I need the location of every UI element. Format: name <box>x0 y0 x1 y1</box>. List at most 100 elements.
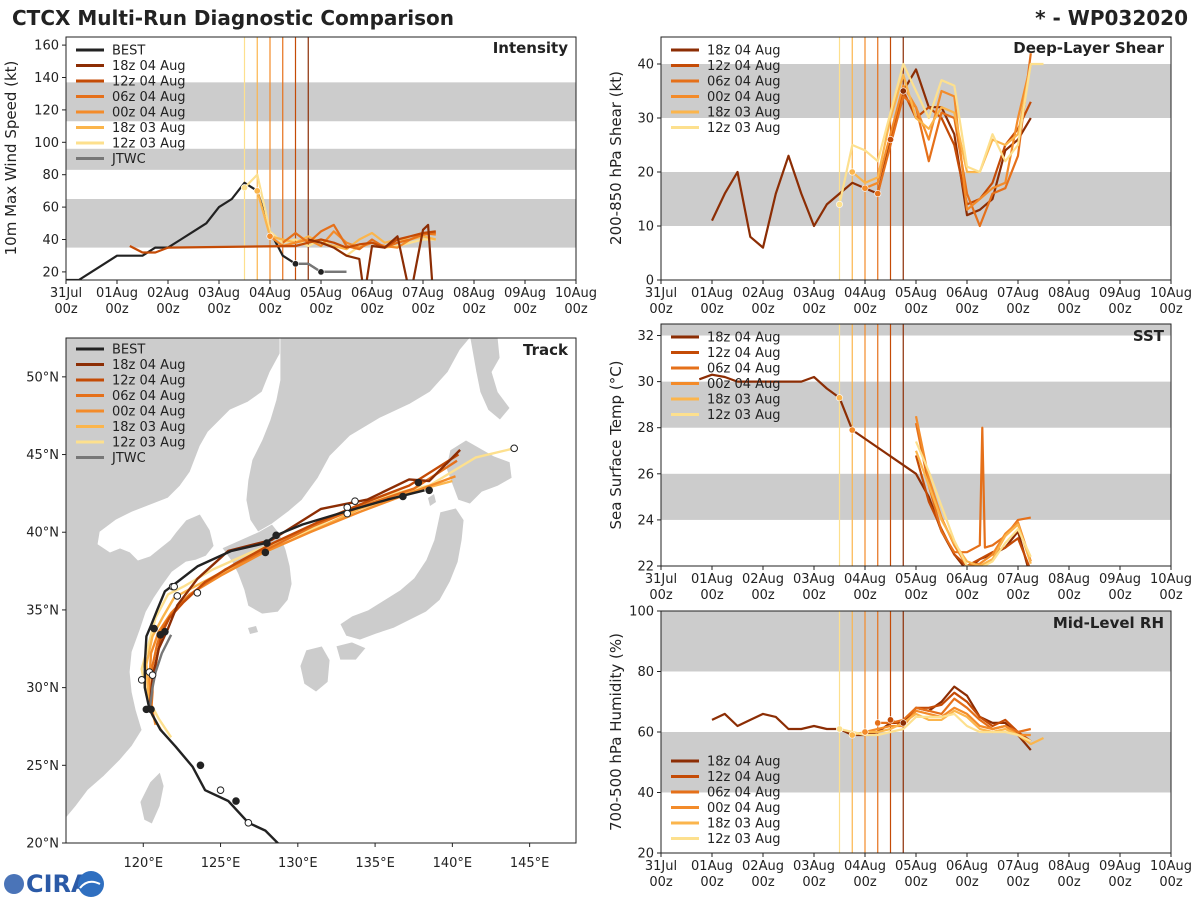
track-xtick-label-130: 130°E <box>278 856 318 871</box>
shr-series-12z-03-aug <box>838 62 1044 205</box>
cira-logo: CIRA <box>4 870 104 898</box>
rh-xtick-hour-3: 00z <box>802 875 826 890</box>
shear-ylabel: 200-850 hPa Shear (kt) <box>607 71 625 245</box>
shr-xtick-hour-9: 00z <box>1108 302 1132 317</box>
sst-xtick-hour-4: 00z <box>853 588 877 603</box>
cira-logo-wave-icon <box>78 871 104 897</box>
int-xtick-date-5: 05Aug <box>300 286 342 301</box>
track-marker-open-7 <box>193 589 202 597</box>
track-xtick-label-145: 145°E <box>510 856 550 871</box>
int-xtick-date-8: 08Aug <box>453 286 495 301</box>
shr-xtick-date-2: 02Aug <box>742 286 784 301</box>
track-legend-label-12z-04-aug: 12z 04 Aug <box>112 374 186 389</box>
sst-xtick-date-4: 04Aug <box>844 572 886 587</box>
track-marker-filled-8 <box>263 539 271 547</box>
track-panel: 120°E 125°E 130°E 135°E 140°E 145°E 20°N 25°N 3… <box>26 337 577 871</box>
rh-series-00z-04-aug <box>864 706 1031 737</box>
storm-id: * - WP032020 <box>1035 6 1188 30</box>
land-sakhalin <box>469 338 511 421</box>
int-xtick-date-2: 02Aug <box>147 286 189 301</box>
figure-title: CTCX Multi-Run Diagnostic Comparison <box>12 6 454 30</box>
int-xtick-hour-5: 00z <box>309 302 333 317</box>
track-legend-label-00z-04-aug: 00z 04 Aug <box>112 405 186 420</box>
sst-xtick-date-8: 08Aug <box>1048 572 1090 587</box>
int-shade-band-1 <box>66 148 576 170</box>
shr-xtick-date-5: 05Aug <box>895 286 937 301</box>
rh-ytick-label-80: 80 <box>637 665 654 680</box>
rh-marker-12z-04-aug-0 <box>886 716 894 724</box>
shear-title: Deep-Layer Shear <box>1013 39 1164 57</box>
land-honshu <box>339 507 465 641</box>
rh-xtick-date-2: 02Aug <box>742 859 784 874</box>
shr-ytick-label-30: 30 <box>637 112 654 127</box>
rh-xtick-hour-6: 00z <box>955 875 979 890</box>
land-jeju <box>248 626 258 634</box>
sst-xtick-hour-10: 00z <box>1159 588 1183 603</box>
shr-xtick-hour-7: 00z <box>1006 302 1030 317</box>
track-marker-filled-11 <box>425 486 433 495</box>
track-marker-filled-9 <box>272 531 280 540</box>
int-ytick-label-40: 40 <box>42 233 59 248</box>
rh-title: Mid-Level RH <box>1053 614 1164 632</box>
intensity-title: Intensity <box>493 39 569 57</box>
sst-xtick-hour-2: 00z <box>751 588 775 603</box>
shr-xtick-date-7: 07Aug <box>997 286 1039 301</box>
sst-xtick-date-5: 05Aug <box>895 572 937 587</box>
track-marker-open-10 <box>343 509 352 518</box>
track-xtick-label-140: 140°E <box>433 856 473 871</box>
sst-xtick-date-9: 09Aug <box>1099 572 1141 587</box>
rh-legend-label-18z-04-aug: 18z 04 Aug <box>707 755 781 770</box>
sst-xtick-date-0: 31Jul <box>645 572 677 587</box>
int-xtick-date-3: 03Aug <box>198 286 240 301</box>
rh-xtick-hour-2: 00z <box>751 875 775 890</box>
sst-title: SST <box>1133 327 1165 345</box>
rh-legend-label-00z-04-aug: 00z 04 Aug <box>707 801 781 816</box>
rh-xtick-date-10: 10Aug <box>1150 859 1192 874</box>
sst-xtick-hour-7: 00z <box>1006 588 1030 603</box>
shr-xtick-hour-8: 00z <box>1057 302 1081 317</box>
rh-legend-label-06z-04-aug: 06z 04 Aug <box>707 786 781 801</box>
shr-ytick-label-10: 10 <box>637 220 654 235</box>
shr-ytick-label-0: 0 <box>646 274 654 289</box>
track-marker-filled-12 <box>399 492 407 501</box>
shr-xtick-hour-2: 00z <box>751 302 775 317</box>
rh-xtick-hour-8: 00z <box>1057 875 1081 890</box>
track-marker-open-0 <box>216 786 225 794</box>
track-legend-label-best: BEST <box>112 343 145 358</box>
rh-marker-12z-03-aug-0 <box>835 725 843 733</box>
shr-xtick-date-9: 09Aug <box>1099 286 1141 301</box>
shr-xtick-hour-5: 00z <box>904 302 928 317</box>
sst-xtick-hour-1: 00z <box>700 588 724 603</box>
rh-xtick-date-5: 05Aug <box>895 859 937 874</box>
track-marker-filled-0 <box>196 761 205 770</box>
int-xtick-hour-7: 00z <box>411 302 435 317</box>
sst-marker-18z-03-aug-0 <box>835 394 843 402</box>
rh-legend-label-18z-03-aug: 18z 03 Aug <box>707 817 781 832</box>
sst-ytick-label-22: 22 <box>637 560 654 575</box>
shr-xtick-date-6: 06Aug <box>946 286 988 301</box>
sst-xtick-hour-0: 00z <box>649 588 673 603</box>
track-marker-open-1 <box>244 819 253 827</box>
int-xtick-hour-4: 00z <box>258 302 282 317</box>
int-marker-18z-03-aug-0 <box>253 187 261 195</box>
rh-legend-label-12z-04-aug: 12z 04 Aug <box>707 770 781 785</box>
rh-ytick-label-40: 40 <box>637 786 654 801</box>
shr-marker-12z-04-aug-0 <box>886 136 894 144</box>
track-marker-filled-3 <box>147 705 155 714</box>
int-xtick-hour-1: 00z <box>105 302 129 317</box>
int-xtick-date-10: 10Aug <box>555 286 597 301</box>
intensity-ylabel: 10m Max Wind Speed (kt) <box>2 61 20 256</box>
sst-legend-label-18z-03-aug: 18z 03 Aug <box>707 393 781 408</box>
rh-xtick-hour-9: 00z <box>1108 875 1132 890</box>
track-marker-open-9 <box>343 503 352 512</box>
sst-xtick-hour-8: 00z <box>1057 588 1081 603</box>
shr-ytick-label-40: 40 <box>637 58 654 73</box>
sst-legend-label-12z-04-aug: 12z 04 Aug <box>707 346 781 361</box>
int-xtick-date-1: 01Aug <box>96 286 138 301</box>
shr-ytick-label-20: 20 <box>637 166 654 181</box>
cira-logo-globe-icon <box>4 874 24 894</box>
track-ytick-label-50: 50°N <box>26 370 59 385</box>
land-mainland <box>66 338 283 819</box>
sst-series-12z-03-aug <box>914 441 1032 566</box>
